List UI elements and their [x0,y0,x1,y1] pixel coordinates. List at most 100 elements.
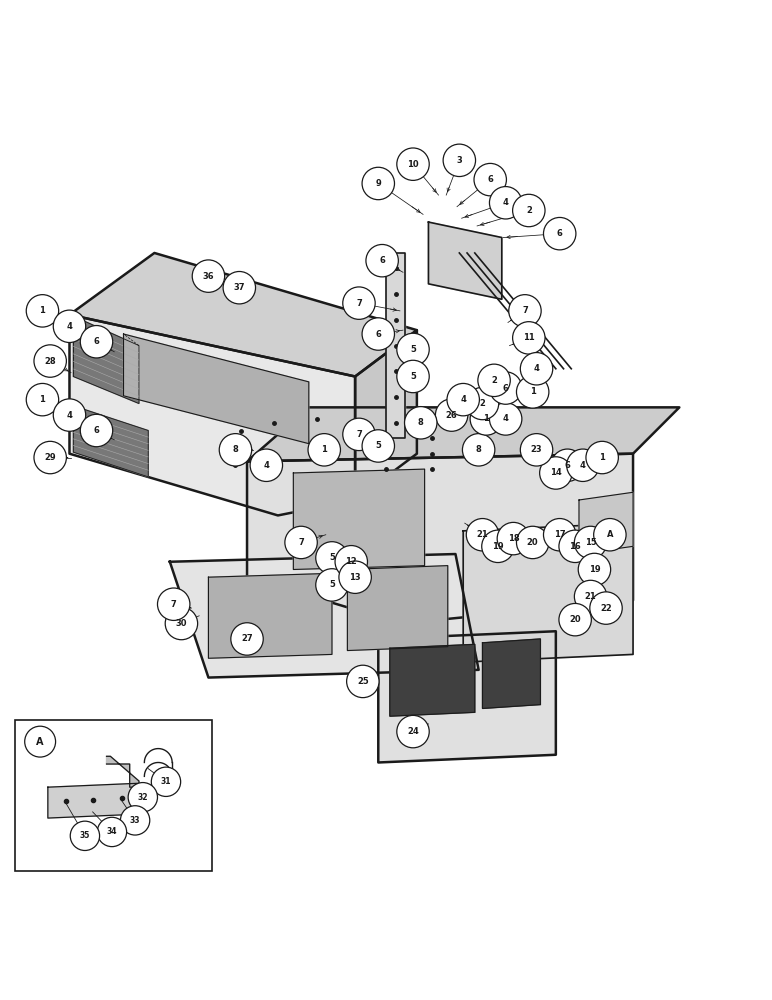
Circle shape [339,561,371,593]
Text: 4: 4 [503,198,509,207]
Text: 4: 4 [580,461,586,470]
Circle shape [513,322,545,354]
Circle shape [362,430,394,462]
Circle shape [80,326,113,358]
Text: 4: 4 [460,395,466,404]
Circle shape [543,519,576,551]
Text: 7: 7 [171,600,177,609]
Text: A: A [36,737,44,747]
Circle shape [366,244,398,277]
Text: 33: 33 [130,816,141,825]
Circle shape [335,546,367,578]
Text: 11: 11 [523,333,535,342]
Circle shape [347,665,379,698]
Polygon shape [378,631,556,762]
Polygon shape [463,523,633,662]
Circle shape [520,353,553,385]
Text: 9: 9 [375,179,381,188]
Circle shape [574,580,607,613]
Circle shape [97,817,127,847]
Circle shape [586,441,618,474]
Circle shape [157,588,190,620]
Text: 6: 6 [503,384,509,393]
Text: 24: 24 [407,727,419,736]
Circle shape [397,148,429,180]
Text: 1: 1 [321,445,327,454]
Polygon shape [69,253,417,376]
Circle shape [466,519,499,551]
Text: 35: 35 [80,831,90,840]
Text: 8: 8 [232,445,239,454]
Text: 5: 5 [375,441,381,450]
Text: 8: 8 [418,418,424,427]
Polygon shape [247,407,679,461]
Circle shape [308,434,340,466]
Circle shape [362,318,394,350]
Text: 5: 5 [329,553,335,562]
Text: 17: 17 [554,530,566,539]
Circle shape [478,364,510,397]
Text: 6: 6 [487,175,493,184]
Circle shape [343,418,375,451]
Text: 7: 7 [522,306,528,315]
Circle shape [26,295,59,327]
Text: 29: 29 [44,453,56,462]
Circle shape [165,607,198,640]
Circle shape [474,163,506,196]
Text: 2: 2 [491,376,497,385]
Circle shape [192,260,225,292]
Text: 4: 4 [533,364,540,373]
Circle shape [250,449,283,481]
Circle shape [223,271,256,304]
Polygon shape [386,253,405,438]
Circle shape [489,187,522,219]
Circle shape [397,333,429,366]
Circle shape [34,345,66,377]
Text: 6: 6 [379,256,385,265]
Text: 1: 1 [483,414,489,423]
Polygon shape [208,573,332,658]
Circle shape [219,434,252,466]
Polygon shape [355,330,417,500]
Circle shape [231,623,263,655]
Circle shape [551,449,584,481]
Circle shape [559,530,591,563]
Polygon shape [107,756,139,787]
Text: 3: 3 [456,156,462,165]
Polygon shape [48,783,137,818]
Circle shape [594,519,626,551]
Circle shape [447,383,479,416]
Circle shape [482,530,514,563]
Circle shape [543,217,576,250]
Text: 27: 27 [241,634,253,643]
Text: 19: 19 [588,565,601,574]
Circle shape [70,821,100,850]
Text: 10: 10 [407,160,419,169]
Text: 5: 5 [410,345,416,354]
Circle shape [489,372,522,404]
Circle shape [567,449,599,481]
Circle shape [513,194,545,227]
Circle shape [509,295,541,327]
Text: 21: 21 [584,592,597,601]
Polygon shape [579,492,633,554]
Text: 19: 19 [492,542,504,551]
Text: 34: 34 [107,827,117,836]
Text: 1: 1 [39,306,46,315]
Text: 13: 13 [349,573,361,582]
Text: A: A [607,530,613,539]
Text: 25: 25 [357,677,369,686]
Circle shape [151,767,181,796]
Polygon shape [73,406,148,477]
Text: 20: 20 [569,615,581,624]
Text: 18: 18 [507,534,520,543]
Circle shape [53,399,86,431]
Circle shape [516,526,549,559]
Text: 4: 4 [263,461,269,470]
Text: 1: 1 [530,387,536,396]
Text: 1: 1 [599,453,605,462]
Circle shape [80,414,113,447]
Text: 6: 6 [93,426,100,435]
Circle shape [462,434,495,466]
Circle shape [120,806,150,835]
